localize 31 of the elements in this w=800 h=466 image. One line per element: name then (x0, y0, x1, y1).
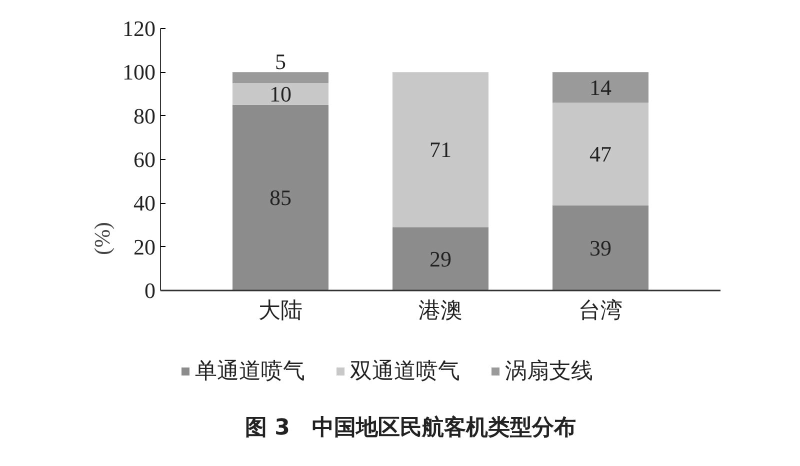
data-label: 29 (430, 246, 452, 272)
x-tick-label: 台湾 (578, 298, 622, 324)
legend-label: 涡扇支线 (505, 357, 593, 385)
bar (232, 104, 328, 290)
data-label: 14 (590, 74, 612, 100)
data-label: 5 (275, 49, 286, 74)
y-axis-title: (%) (90, 222, 114, 255)
data-label: 39 (590, 235, 612, 260)
y-tick-label: 20 (134, 234, 156, 260)
text: 图 3 中国地区民航客机类型分布 (245, 414, 576, 440)
bar (392, 72, 488, 228)
y-tick-label: 0 (144, 278, 156, 303)
data-label: 47 (590, 142, 612, 167)
y-tick-label: 80 (134, 103, 156, 128)
bar (392, 227, 488, 290)
data-label: 10 (270, 82, 292, 106)
y-tick-label: 60 (134, 147, 156, 172)
data-label: 71 (430, 137, 452, 162)
bar (552, 205, 648, 290)
bar (552, 72, 648, 103)
bar (232, 72, 328, 84)
x-tick-label: 港澳 (418, 298, 462, 324)
x-tick-label: 大陆 (258, 298, 302, 324)
legend-label: 双通道喷气 (350, 357, 460, 385)
y-tick-label: 120 (122, 16, 156, 41)
y-tick-label: 100 (122, 60, 156, 85)
bar (552, 102, 648, 206)
data-label: 85 (270, 185, 292, 210)
y-tick-label: 40 (134, 190, 156, 216)
legend-label: 单通道喷气 (195, 357, 305, 385)
bar (232, 83, 328, 105)
